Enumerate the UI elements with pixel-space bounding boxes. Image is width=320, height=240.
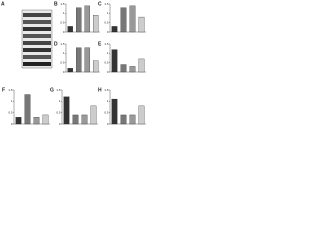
y-tick-label: 0 [107,70,109,74]
y-tick-label: 1 [63,11,65,15]
y-tick-label: 1 [107,99,109,103]
bar [42,114,49,125]
y-tick-label: 1 [63,51,65,55]
bar [84,5,90,33]
y-tick-label: 0 [107,30,109,34]
bar [129,5,136,33]
panel-label: H [98,87,102,93]
bar [33,117,40,125]
y-tick-label: 1.5 [8,88,13,92]
panel-label: A [1,1,5,7]
bar [111,49,118,73]
bar [15,117,22,125]
panel-label: D [54,41,58,47]
bar [93,60,99,73]
y-tick-label: 0.5 [60,60,65,64]
bar [90,105,97,125]
bar [129,66,136,73]
panel-label: E [98,41,102,47]
bar [138,16,145,33]
bar [63,96,70,125]
bar [138,58,145,73]
bar [120,7,127,33]
y-tick-label: 0 [63,30,65,34]
panel-label: F [2,87,5,93]
y-tick-label: 1.5 [104,88,109,92]
y-tick-label: 0 [59,122,61,126]
panel-label: B [54,1,58,7]
panel-label: G [50,87,54,93]
y-tick-label: 1 [59,99,61,103]
bar [84,47,90,73]
bar [67,68,73,73]
bar [120,114,127,125]
y-tick-label: 1.5 [60,42,65,46]
bar [76,47,82,73]
bar [111,26,118,33]
y-tick-label: 0 [107,122,109,126]
western-blot [21,9,53,69]
y-tick-label: 0.5 [60,20,65,24]
y-tick-label: 1 [107,51,109,55]
y-tick-label: 0 [11,122,13,126]
y-tick-label: 1 [107,11,109,15]
y-tick-label: 1.5 [104,2,109,6]
y-tick-label: 0.5 [104,20,109,24]
y-tick-label: 1 [11,99,13,103]
panel-label: C [98,1,102,7]
bar [111,98,118,125]
y-tick-label: 0.5 [8,110,13,114]
bar [24,94,31,125]
y-tick-label: 1.5 [60,2,65,6]
bar [138,105,145,125]
bar [67,26,73,33]
y-tick-label: 0.5 [56,110,61,114]
y-tick-label: 0 [63,70,65,74]
bar [81,114,88,125]
y-tick-label: 0.5 [104,110,109,114]
y-tick-label: 1.5 [56,88,61,92]
bar [76,7,82,33]
y-tick-label: 0.5 [104,60,109,64]
bar [72,114,79,125]
bar [129,114,136,125]
bar [120,64,127,73]
y-tick-label: 1.5 [104,42,109,46]
bar [93,15,99,33]
